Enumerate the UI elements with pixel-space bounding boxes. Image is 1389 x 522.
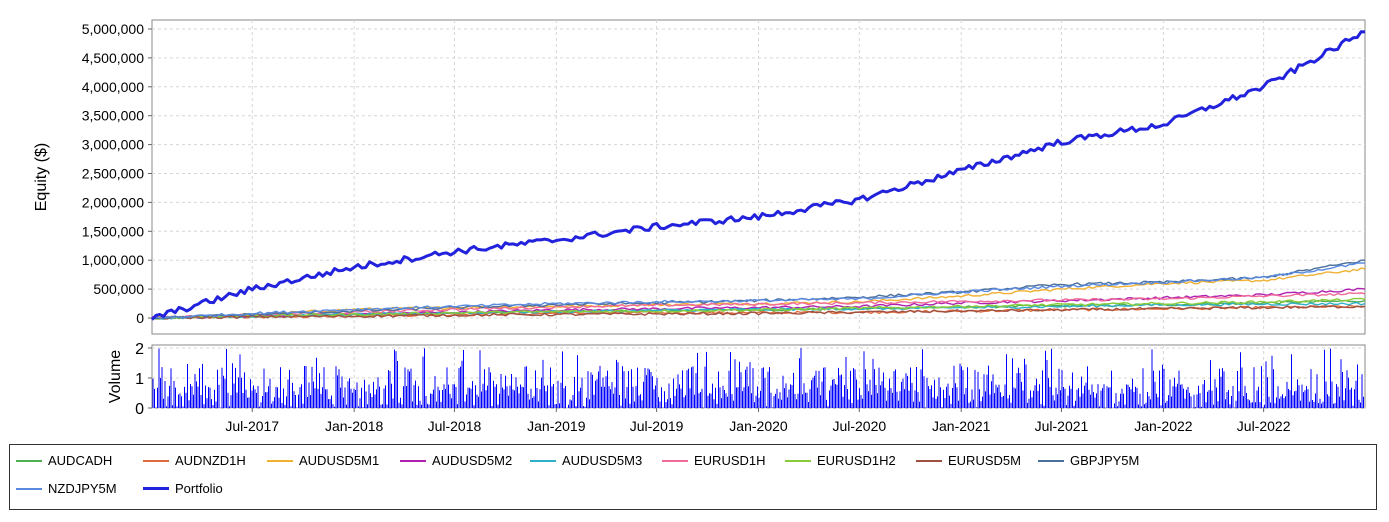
equity-ytick-label: 2,000,000 — [82, 194, 144, 210]
series-line-eurusd1h2 — [151, 297, 1366, 320]
legend-item-eurusd1h: EURUSD1H — [662, 453, 766, 468]
x-tick-label: Jan-2019 — [527, 418, 586, 434]
legend-label: GBPJPY5M — [1070, 453, 1140, 468]
volume-ytick-label: 1 — [135, 371, 144, 388]
x-tick-label: Jan-2020 — [729, 418, 788, 434]
series-line-portfolio — [150, 30, 1366, 321]
volume-bars — [152, 348, 1364, 408]
legend-swatch — [143, 487, 169, 490]
legend-label: AUDUSD5M2 — [432, 453, 513, 468]
legend-swatch — [16, 459, 42, 462]
equity-panel: 0 500,000 1,000,000 1,500,000 2,000,000 2,500… — [33, 19, 1366, 335]
x-tick-label: Jan-2021 — [932, 418, 991, 434]
volume-panel: 0 1 2 Volume — [107, 341, 1366, 418]
series-line-nzdjpy5m — [151, 262, 1366, 319]
equity-ytick-label: 0 — [136, 310, 144, 326]
legend-swatch — [785, 459, 811, 462]
legend-item-nzdjpy5m: NZDJPY5M — [16, 481, 117, 496]
legend-swatch — [1038, 459, 1064, 462]
x-tick-label: Jul-2019 — [630, 418, 684, 434]
legend-item-eurusd5m: EURUSD5M — [916, 453, 1021, 468]
equity-ytick-label: 1,000,000 — [82, 252, 144, 268]
legend-item-audnzd1h: AUDNZD1H — [143, 453, 246, 468]
legend-swatch — [16, 487, 42, 490]
legend-label: AUDUSD5M3 — [562, 453, 643, 468]
x-tick-label: Jan-2018 — [325, 418, 384, 434]
x-tick-label: Jul-2022 — [1237, 418, 1291, 434]
legend-item-gbpjpy5m: GBPJPY5M — [1038, 453, 1139, 468]
legend-swatch — [267, 459, 293, 462]
legend-label: AUDUSD5M1 — [299, 453, 380, 468]
legend-label: AUDNZD1H — [175, 453, 246, 468]
legend-label: EURUSD1H2 — [817, 453, 896, 468]
legend: AUDCADH AUDNZD1H AUDUSD5M1 AUDUSD5M2 AUDUSD5… — [9, 444, 1377, 510]
x-tick-label: Jul-2018 — [428, 418, 482, 434]
legend-swatch — [400, 459, 426, 462]
legend-label: AUDCADH — [48, 453, 113, 468]
x-axis: Jul-2017 Jan-2018 Jul-2018 Jan-2019 Jul-2019… — [225, 408, 1291, 434]
equity-ytick-label: 2,500,000 — [82, 166, 144, 182]
legend-label: NZDJPY5M — [48, 481, 117, 496]
legend-item-eurusd1h2: EURUSD1H2 — [785, 453, 896, 468]
equity-ytick-label: 1,500,000 — [82, 223, 144, 239]
equity-ytick-label: 3,000,000 — [82, 137, 144, 153]
x-tick-label: Jul-2017 — [225, 418, 279, 434]
legend-item-audcadh: AUDCADH — [16, 453, 112, 468]
equity-ytick-label: 3,500,000 — [82, 108, 144, 124]
legend-swatch — [530, 459, 556, 462]
equity-ytick-label: 5,000,000 — [82, 21, 144, 37]
legend-swatch — [662, 459, 688, 462]
equity-axis-label: Equity ($) — [33, 143, 50, 211]
series-line-eurusd1h — [151, 292, 1366, 320]
legend-item-audusd5m3: AUDUSD5M3 — [530, 453, 642, 468]
legend-swatch — [143, 459, 169, 462]
legend-label: EURUSD1H — [694, 453, 766, 468]
volume-ytick-label: 2 — [135, 341, 144, 358]
legend-swatch — [916, 459, 942, 462]
legend-label: Portfolio — [175, 481, 223, 496]
x-tick-label: Jul-2020 — [832, 418, 886, 434]
x-tick-label: Jan-2022 — [1134, 418, 1193, 434]
equity-ytick-label: 4,500,000 — [82, 50, 144, 66]
series-line-eurusd5m — [151, 305, 1366, 320]
equity-ytick-label: 4,000,000 — [82, 79, 144, 95]
legend-item-audusd5m1: AUDUSD5M1 — [267, 453, 379, 468]
x-tick-label: Jul-2021 — [1035, 418, 1089, 434]
equity-ytick-label: 500,000 — [93, 281, 144, 297]
volume-ytick-label: 0 — [135, 401, 144, 418]
legend-label: EURUSD5M — [948, 453, 1021, 468]
legend-item-portfolio: Portfolio — [143, 481, 223, 496]
legend-item-audusd5m2: AUDUSD5M2 — [400, 453, 512, 468]
volume-axis-label: Volume — [107, 350, 124, 403]
